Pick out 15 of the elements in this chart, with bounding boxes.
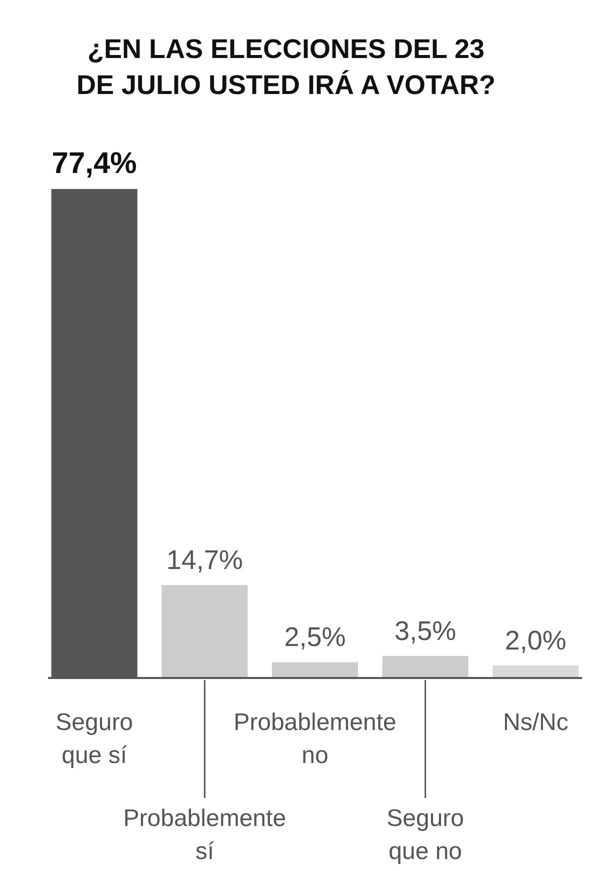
bar xyxy=(162,585,248,678)
data-label: 3,5% xyxy=(394,616,456,646)
bar xyxy=(492,665,579,678)
x-tick-label: Probablemente sí xyxy=(123,805,286,865)
bar xyxy=(272,662,358,678)
x-tick-label: Probablemente no xyxy=(234,709,396,769)
data-label: 77,4% xyxy=(52,147,137,180)
bar xyxy=(382,656,468,678)
x-tick-label: Seguro que sí xyxy=(56,709,134,769)
x-tick-label: Ns/Nc xyxy=(502,709,568,736)
chart-title: ¿EN LAS ELECCIONES DEL 23 DE JULIO USTED IRÁ A VOTAR? xyxy=(76,34,496,100)
data-label: 14,7% xyxy=(166,545,243,576)
data-label: 2,0% xyxy=(504,625,566,656)
x-tick-label: Seguro que no xyxy=(386,805,464,865)
data-label: 2,5% xyxy=(284,622,346,652)
